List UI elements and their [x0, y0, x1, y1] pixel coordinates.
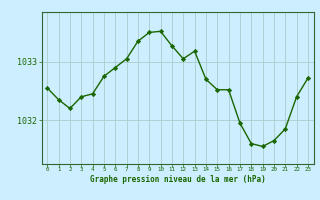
X-axis label: Graphe pression niveau de la mer (hPa): Graphe pression niveau de la mer (hPa): [90, 175, 266, 184]
